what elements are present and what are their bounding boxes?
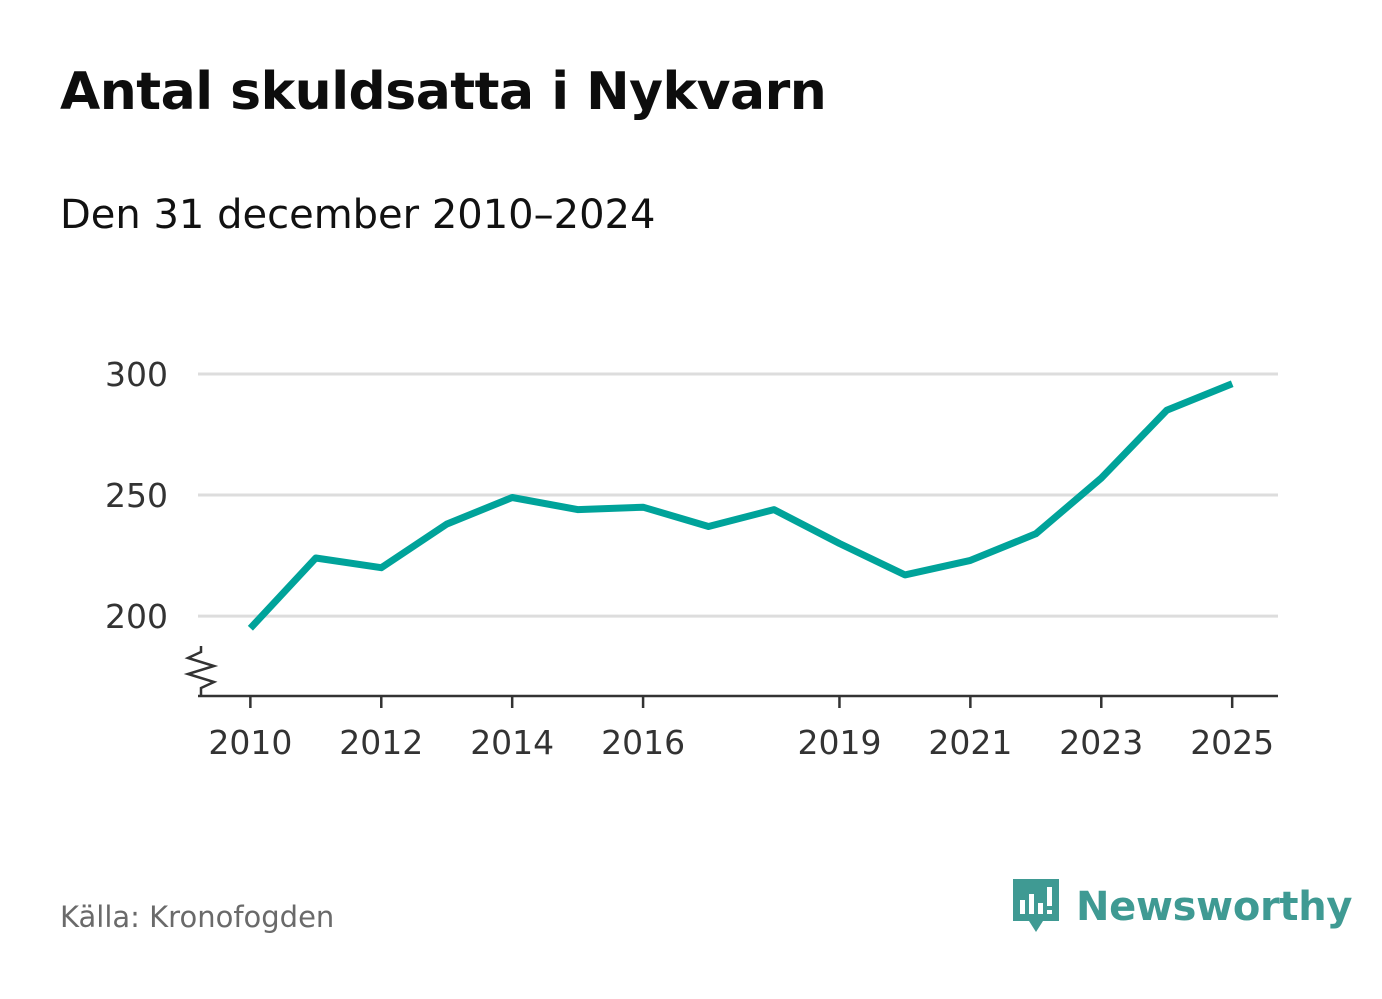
y-axis-tick-labels: 200 250 300 xyxy=(105,355,168,636)
x-tick-label: 2019 xyxy=(797,723,881,762)
series-lines xyxy=(247,380,1234,631)
grid-lines xyxy=(198,372,1278,618)
newsworthy-logo-icon xyxy=(1013,879,1059,932)
x-axis-tick-labels: 2010 2012 2014 2016 2019 2021 2023 2025 xyxy=(208,696,1274,762)
x-tick-label: 2023 xyxy=(1059,723,1143,762)
chart-subtitle: Den 31 december 2010–2024 xyxy=(60,192,656,238)
brand-name: Newsworthy xyxy=(1076,884,1353,930)
y-tick-label: 250 xyxy=(105,476,168,515)
source-note: Källa: Kronofogden xyxy=(60,900,335,934)
x-tick-label: 2021 xyxy=(928,723,1012,762)
x-tick-label: 2025 xyxy=(1190,723,1274,762)
axis-break-icon xyxy=(183,646,219,696)
x-tick-label: 2014 xyxy=(470,723,554,762)
chart-title: Antal skuldsatta i Nykvarn xyxy=(60,62,827,122)
x-tick-label: 2010 xyxy=(208,723,292,762)
y-tick-label: 200 xyxy=(105,597,168,636)
brand: Newsworthy xyxy=(1010,876,1353,938)
x-axis xyxy=(183,646,1278,698)
x-tick-label: 2012 xyxy=(339,723,423,762)
x-tick-label: 2016 xyxy=(601,723,685,762)
y-tick-label: 300 xyxy=(105,355,168,394)
series-line-antal-skuldsatta xyxy=(247,380,1234,631)
